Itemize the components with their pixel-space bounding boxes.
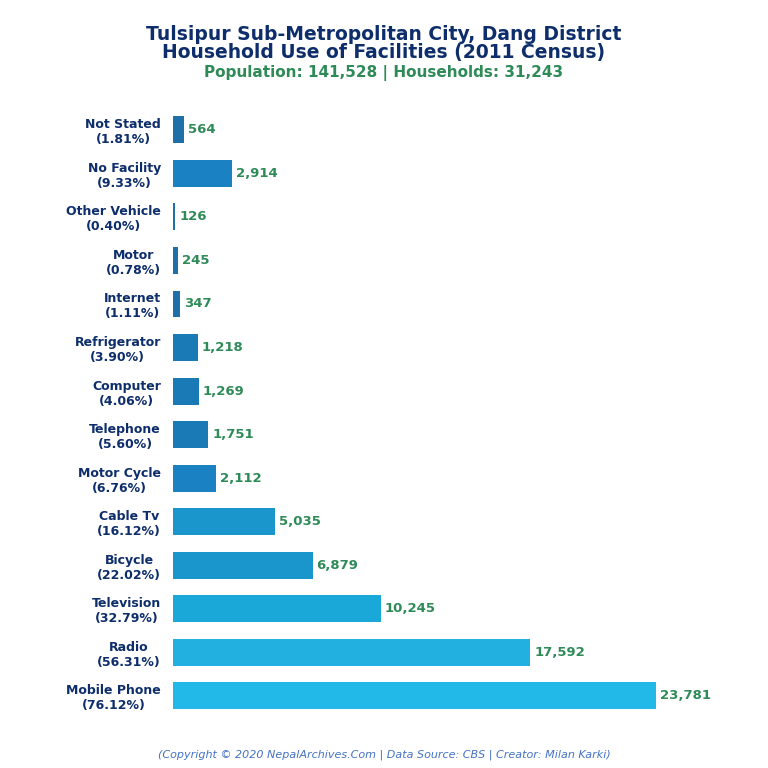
Text: 1,218: 1,218 xyxy=(201,341,243,354)
Bar xyxy=(173,421,208,448)
Text: 1,751: 1,751 xyxy=(212,428,254,441)
Bar xyxy=(173,595,381,622)
Bar xyxy=(173,247,177,274)
Text: 126: 126 xyxy=(179,210,207,223)
Text: (Copyright © 2020 NepalArchives.Com | Data Source: CBS | Creator: Milan Karki): (Copyright © 2020 NepalArchives.Com | Da… xyxy=(157,750,611,760)
Text: 5,035: 5,035 xyxy=(279,515,321,528)
Bar xyxy=(173,117,184,144)
Text: 564: 564 xyxy=(188,124,216,137)
Bar xyxy=(173,204,175,230)
Bar xyxy=(173,551,313,578)
Bar xyxy=(173,465,216,492)
Bar xyxy=(173,682,656,709)
Bar xyxy=(173,378,199,405)
Text: 6,879: 6,879 xyxy=(316,558,359,571)
Text: 245: 245 xyxy=(182,254,209,267)
Bar xyxy=(173,334,197,361)
Bar xyxy=(173,160,232,187)
Text: 1,269: 1,269 xyxy=(203,385,244,398)
Text: Household Use of Facilities (2011 Census): Household Use of Facilities (2011 Census… xyxy=(163,43,605,62)
Text: Tulsipur Sub-Metropolitan City, Dang District: Tulsipur Sub-Metropolitan City, Dang Dis… xyxy=(147,25,621,44)
Bar xyxy=(173,639,531,666)
Text: Population: 141,528 | Households: 31,243: Population: 141,528 | Households: 31,243 xyxy=(204,65,564,81)
Text: 2,112: 2,112 xyxy=(220,472,261,485)
Bar xyxy=(173,508,275,535)
Text: 347: 347 xyxy=(184,297,211,310)
Text: 10,245: 10,245 xyxy=(385,602,436,615)
Text: 2,914: 2,914 xyxy=(236,167,278,180)
Text: 17,592: 17,592 xyxy=(535,646,585,659)
Bar xyxy=(173,290,180,317)
Text: 23,781: 23,781 xyxy=(660,689,711,702)
